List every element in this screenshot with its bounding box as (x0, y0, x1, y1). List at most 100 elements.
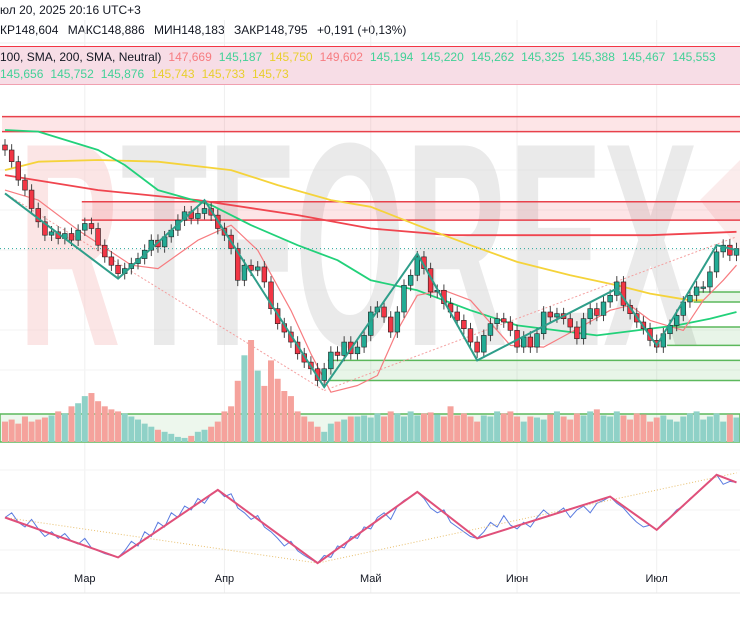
volume-bar (487, 416, 494, 442)
volume-bar (427, 412, 434, 442)
bar-datetime: юл 20, 2025 20:16 UTC+3 (0, 3, 141, 17)
volume-bar (334, 421, 341, 442)
candle-up (48, 231, 55, 236)
indicator-value: 145,656 (0, 67, 44, 81)
resistance-zone (81, 201, 740, 221)
resistance-zone (2, 116, 740, 132)
volume-bar (686, 413, 693, 442)
volume-histogram (2, 340, 740, 442)
volume-bar (327, 423, 334, 442)
candle-down (334, 351, 341, 356)
indicator-value: 145,876 (100, 67, 145, 81)
open-value: КР148,604 (0, 23, 59, 37)
volume-bar (447, 406, 454, 442)
indicator-legend[interactable]: 100, SMA, 200, SMA, Neutral) 147,669 145,… (0, 46, 740, 85)
volume-bar (374, 413, 381, 442)
indicator-value: 145,467 (621, 50, 666, 64)
candle-up (587, 308, 593, 319)
candle-up (255, 266, 261, 271)
candle-up (328, 351, 334, 370)
support-zone (693, 291, 740, 302)
candle-up (667, 325, 673, 335)
volume-bar (154, 429, 161, 442)
volume-bar (314, 426, 321, 442)
volume-bar (248, 340, 255, 442)
volume-bar (580, 415, 587, 442)
volume-bar (221, 411, 228, 442)
candle-down (467, 328, 474, 343)
candle-up (321, 368, 327, 381)
volume-bar (653, 417, 660, 442)
volume-bar (281, 391, 288, 442)
volume-bar (55, 411, 62, 442)
volume-bar (135, 419, 141, 442)
volume-bar (214, 421, 221, 442)
candle-down (28, 189, 35, 209)
time-axis-label: Мар (74, 573, 96, 585)
candle-down (727, 244, 733, 256)
volume-bar (307, 421, 314, 442)
trendline (4, 192, 325, 391)
candle-up (195, 213, 201, 219)
volume-bar (553, 411, 560, 442)
candle-up (540, 311, 547, 335)
candle-up (554, 313, 560, 318)
close-value: ЗАКР148,795 (233, 23, 308, 37)
oscillator-zigzag (4, 473, 737, 565)
candle-down (387, 316, 394, 333)
indicator-value: 145,73 (251, 67, 289, 81)
zigzag (4, 192, 737, 389)
volume-bar (148, 426, 155, 442)
candle-down (42, 221, 48, 236)
volume-bar (474, 421, 481, 442)
low-value: МИН148,183 (153, 23, 225, 37)
volume-bar (141, 423, 148, 442)
volume-bar (733, 417, 740, 442)
indicator-value: 145,325 (521, 50, 565, 64)
volume-bar (627, 419, 634, 442)
volume-bar (108, 409, 115, 442)
candle-up (693, 286, 700, 296)
time-axis-label: Апр (215, 573, 234, 585)
indicator-value: 145,743 (151, 67, 195, 81)
candle-up (361, 335, 367, 348)
volume-bar (301, 416, 308, 442)
volume-bar (480, 415, 487, 442)
volume-bar (540, 419, 547, 442)
indicator-value: 145,553 (672, 50, 716, 64)
indicator-value: 145,194 (369, 50, 414, 64)
candle-up (707, 271, 713, 288)
volume-bar (640, 414, 647, 442)
volume-bar (88, 393, 95, 442)
candle-up (394, 311, 401, 333)
candle-up (201, 208, 208, 214)
moving-averages (4, 129, 737, 393)
volume-bar (188, 435, 195, 442)
candle-up (241, 264, 248, 281)
volume-bar (41, 417, 48, 442)
volume-bar (420, 413, 427, 442)
candle-down (235, 248, 241, 281)
oscillator-pane (4, 472, 737, 565)
volume-bar (620, 415, 627, 442)
volume-bar (607, 416, 614, 442)
time-axis[interactable]: Мар Апр Май Июн Июл (74, 573, 668, 585)
volume-bar (467, 416, 474, 442)
candle-down (574, 326, 580, 340)
candle-down (68, 233, 75, 241)
oscillator-line (4, 474, 737, 564)
indicator-value: 145,733 (201, 67, 245, 81)
candle-down (461, 320, 467, 330)
candle-up (687, 294, 693, 303)
time-axis-label: Июн (506, 573, 528, 585)
candle-down (8, 149, 15, 162)
high-value: МАКС148,886 (67, 23, 145, 37)
support-zone (667, 327, 740, 346)
candle-up (341, 341, 347, 356)
volume-bar (294, 411, 301, 442)
volume-bar (700, 419, 707, 442)
volume-bar (341, 419, 348, 442)
volume-bar (2, 421, 8, 442)
volume-bar (387, 411, 394, 442)
